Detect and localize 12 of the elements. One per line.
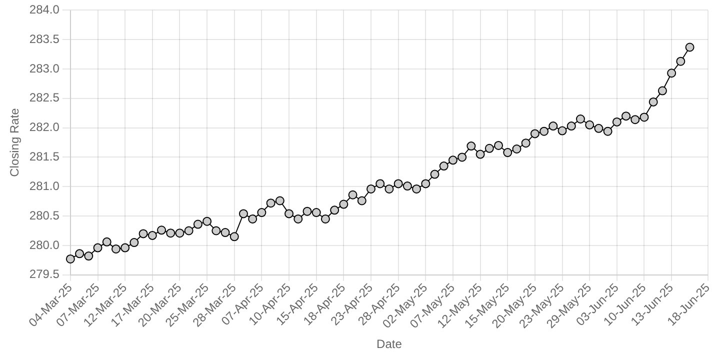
y-tick-label: 283.5 [29, 32, 60, 46]
y-axis-title: Closing Rate [8, 108, 22, 177]
y-tick-label: 284.0 [29, 2, 60, 17]
y-tick-label: 282.0 [29, 120, 60, 134]
y-tick-label: 283.0 [29, 61, 60, 76]
x-axis-title: Date [376, 337, 402, 352]
y-tick-label: 280.0 [29, 238, 60, 252]
y-tick-label: 279.5 [29, 267, 60, 282]
y-tick-label: 281.5 [29, 150, 60, 164]
y-tick-label: 282.5 [29, 90, 60, 105]
y-tick-label: 280.5 [29, 208, 60, 222]
y-tick-label: 281.0 [29, 178, 60, 193]
